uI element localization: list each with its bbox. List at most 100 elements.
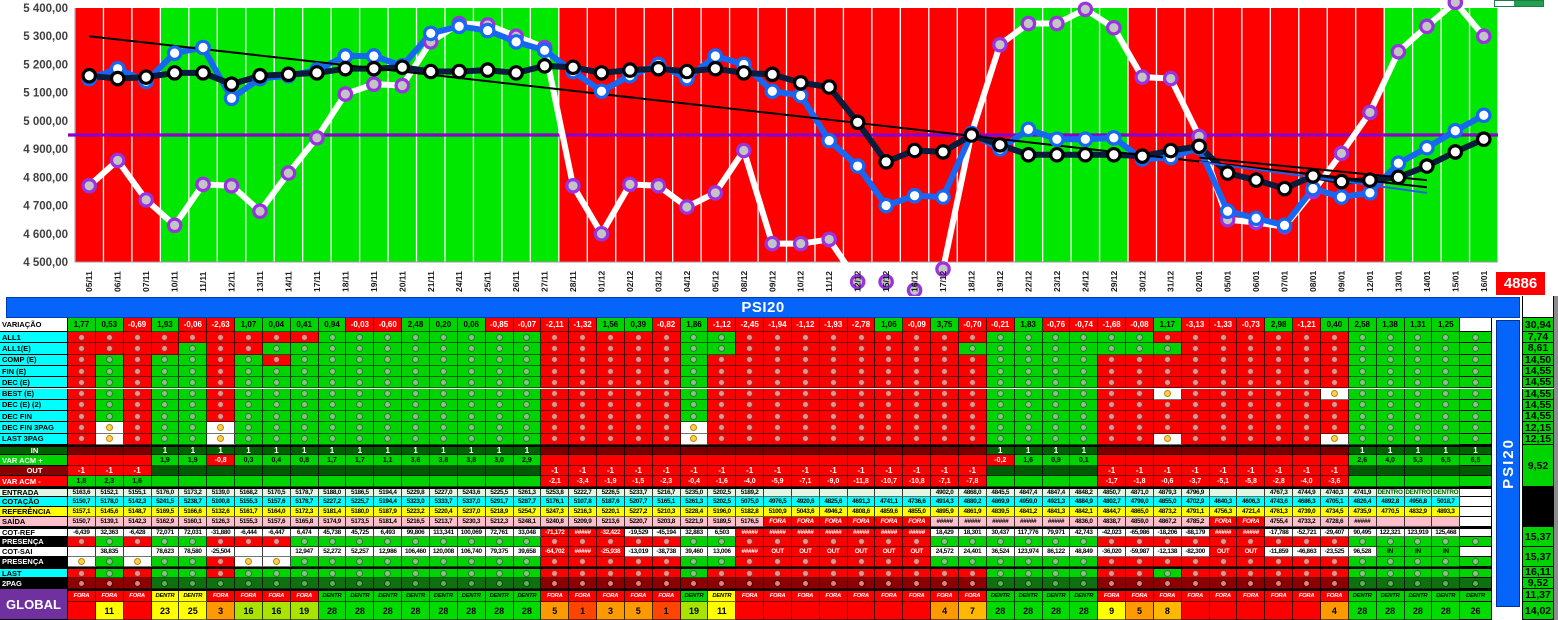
cell-var_acm_plus-17/11[interactable]: 0,8	[290, 455, 319, 466]
cell-entrada-02/12[interactable]: 5226,5	[597, 489, 625, 497]
summary-cell-decfin[interactable]	[1460, 411, 1492, 423]
cell-presenca2-12/12[interactable]	[819, 557, 848, 567]
cell-saida-09/12[interactable]: 5176,5	[736, 517, 765, 527]
cell-dois_pag-06/01[interactable]	[1209, 578, 1238, 589]
cell-variacao-16/12[interactable]: 1,06	[875, 318, 904, 332]
cell-dec-19/12[interactable]	[959, 377, 987, 389]
cell-in-29/12[interactable]: 1	[1070, 447, 1099, 455]
cell-global_score-01/12[interactable]: 1	[569, 602, 598, 620]
cell-cotacao-10/12[interactable]: 4976,5	[764, 497, 792, 507]
cell-var_acm_plus-07/11[interactable]	[123, 455, 152, 466]
cell-dois_pag-18/12[interactable]	[931, 578, 959, 589]
cell-decfin3pag-17/12[interactable]	[903, 422, 932, 434]
cell-referencia-04/12[interactable]: 5210,3	[652, 507, 681, 517]
cell-global_state-02/12[interactable]: FORA	[597, 591, 625, 602]
cell-all1-27/11[interactable]	[513, 332, 542, 344]
cell-dois_pag-25/11[interactable]	[457, 578, 486, 589]
cell-all1e-31/12[interactable]	[1126, 343, 1154, 355]
cell-cot_sai-11/12[interactable]: OUT	[791, 547, 820, 557]
cell-best-05/11[interactable]	[68, 388, 96, 400]
cell-var_acm_plus-14/01[interactable]: 4,0	[1376, 455, 1405, 466]
cell-last3pag-19/12[interactable]	[959, 433, 987, 445]
cell-all1e-21/11[interactable]	[402, 343, 430, 355]
cell-dois_pag-24/12[interactable]	[1042, 578, 1071, 589]
cell-cotacao-02/12[interactable]: 5187,6	[597, 497, 625, 507]
cell-saida-11/12[interactable]: FORA	[791, 517, 820, 527]
cell-decfin-18/12[interactable]	[931, 411, 959, 423]
cell-comp-17/12[interactable]	[903, 354, 932, 366]
cell-decfin-21/11[interactable]	[402, 411, 430, 423]
cell-presenca1-16/12[interactable]	[875, 537, 904, 547]
cell-last3pag-18/11[interactable]	[318, 433, 347, 445]
cell-presenca1-29/12[interactable]	[1070, 537, 1099, 547]
cell-global_score-14/11[interactable]: 16	[262, 602, 291, 620]
cell-all1-02/01[interactable]	[1153, 332, 1182, 344]
cell-dois_pag-15/01[interactable]	[1404, 578, 1433, 589]
cell-global_score-10/11[interactable]: 23	[151, 602, 180, 620]
cell-dec2-02/01[interactable]	[1153, 399, 1182, 412]
cell-dec2-19/12[interactable]	[959, 399, 987, 412]
cell-cotacao-25/11[interactable]: 5337,0	[457, 497, 486, 507]
cell-all1-05/11[interactable]	[68, 332, 96, 344]
cell-all1e-08/01[interactable]	[1265, 343, 1294, 355]
cell-all1e-28/11[interactable]	[541, 343, 570, 355]
cell-dois_pag-09/12[interactable]	[736, 578, 765, 589]
cell-variacao-10/11[interactable]: 1,93	[151, 318, 180, 332]
cell-presenca1-09/01[interactable]	[1293, 537, 1321, 547]
cell-variacao-13/11[interactable]: 1,07	[235, 318, 263, 332]
cell-dec-07/11[interactable]	[123, 377, 152, 389]
cell-referencia-19/12[interactable]: 4861,9	[959, 507, 987, 517]
cell-last-22/12[interactable]	[986, 569, 1015, 578]
cell-presenca2-16/01[interactable]	[1432, 557, 1461, 567]
cell-out-27/11[interactable]	[513, 466, 542, 476]
cell-global_state-18/12[interactable]: FORA	[931, 591, 959, 602]
cell-dois_pag-05/11[interactable]	[68, 578, 96, 589]
cell-referencia-27/11[interactable]: 5254,7	[513, 507, 542, 517]
cell-var_acm_plus-13/11[interactable]: 0,3	[235, 455, 263, 466]
cell-cot_ref-07/11[interactable]: -6,428	[123, 529, 152, 537]
cell-decfin3pag-11/12[interactable]	[791, 422, 820, 434]
cell-variacao-17/12[interactable]: -0,09	[903, 318, 932, 332]
cell-dois_pag-19/12[interactable]	[959, 578, 987, 589]
cell-saida-18/11[interactable]: 5174,9	[318, 517, 347, 527]
cell-var_acm_plus-19/11[interactable]: 1,7	[346, 455, 375, 466]
cell-presenca2-23/12[interactable]	[1014, 557, 1043, 567]
cell-last-02/01[interactable]	[1153, 569, 1182, 578]
cell-best-17/12[interactable]	[903, 388, 932, 400]
cell-referencia-29/12[interactable]: 4842,1	[1070, 507, 1099, 517]
cell-presenca2-07/01[interactable]	[1237, 557, 1266, 567]
cell-var_acm_minus-06/01[interactable]: -5,1	[1209, 476, 1238, 487]
cell-entrada-11/11[interactable]: 5173,2	[179, 489, 208, 497]
cell-presenca2-11/11[interactable]	[179, 557, 208, 567]
cell-out-25/11[interactable]	[457, 466, 486, 476]
cell-cotacao-10/11[interactable]: 5241,5	[151, 497, 180, 507]
cell-presenca2-14/11[interactable]	[262, 557, 291, 567]
cell-last3pag-08/12[interactable]	[708, 433, 737, 445]
cell-fin-04/12[interactable]	[652, 365, 681, 378]
cell-saida-07/11[interactable]: 5142,3	[123, 517, 152, 527]
cell-var_acm_minus-17/12[interactable]: -10,8	[903, 476, 932, 487]
cell-comp-12/11[interactable]	[207, 354, 236, 366]
cell-dec2-28/11[interactable]	[541, 399, 570, 412]
cell-presenca1-10/12[interactable]	[764, 537, 792, 547]
cell-last-10/11[interactable]	[151, 569, 180, 578]
cell-var_acm_plus-11/11[interactable]: 1,9	[179, 455, 208, 466]
cell-entrada-09/01[interactable]: 4744,9	[1293, 489, 1321, 497]
cell-all1-21/11[interactable]	[402, 332, 430, 344]
cell-last-13/01[interactable]	[1348, 569, 1377, 578]
cell-var_acm_minus-04/12[interactable]: -2,3	[652, 476, 681, 487]
cell-global_score-09/01[interactable]	[1293, 602, 1321, 620]
cell-fin-05/01[interactable]	[1181, 365, 1210, 378]
cell-dec-20/11[interactable]	[374, 377, 403, 389]
cell-out-02/01[interactable]: -1	[1153, 466, 1182, 476]
cell-best-01/12[interactable]	[569, 388, 598, 400]
cell-entrada-06/11[interactable]: 5152,1	[95, 489, 124, 497]
cell-saida-10/11[interactable]: 5162,9	[151, 517, 180, 527]
cell-dec-18/12[interactable]	[931, 377, 959, 389]
cell-dois_pag-16/12[interactable]	[875, 578, 904, 589]
cell-saida-15/01[interactable]	[1404, 517, 1433, 527]
cell-decfin-18/11[interactable]	[318, 411, 347, 423]
cell-presenca1-13/11[interactable]	[235, 537, 263, 547]
cell-dec2-13/11[interactable]	[235, 399, 263, 412]
cell-best-07/11[interactable]	[123, 388, 152, 400]
